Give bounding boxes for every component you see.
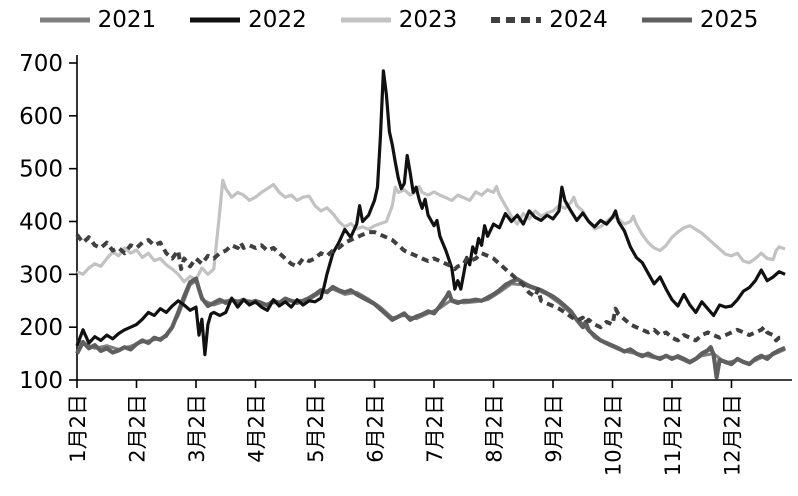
legend-label-2022: 2022	[248, 6, 307, 33]
y-tick-label: 400	[19, 210, 63, 236]
chart-legend: 2021 2022 2023 2024 2025	[0, 4, 798, 36]
y-tick-label: 700	[19, 51, 63, 77]
legend-item-2025: 2025	[641, 6, 759, 33]
x-tick-label: 5月2日	[304, 394, 328, 463]
legend-item-2021: 2021	[39, 6, 157, 33]
series-2024-line	[75, 230, 786, 343]
legend-item-2024: 2024	[491, 6, 608, 33]
series-2025-line	[75, 276, 786, 380]
legend-swatch-2021	[39, 17, 90, 23]
chart-plot-area: 100 200 300 400 500 600 700 1月2日 2月2日 3月2日 4月2日 5月2…	[19, 51, 792, 476]
y-tick-label: 300	[19, 262, 63, 288]
series-2022-line	[75, 69, 786, 357]
legend-swatch-2024	[491, 17, 542, 23]
y-tick-label: 500	[19, 157, 63, 183]
x-tick-label: 6月2日	[364, 394, 388, 463]
legend-label-2025: 2025	[699, 6, 759, 33]
x-tick-label: 8月2日	[483, 394, 507, 463]
x-tick-label: 12月2日	[721, 394, 745, 476]
y-tick-label: 200	[19, 315, 63, 341]
legend-label-2023: 2023	[398, 6, 458, 33]
x-tick-label: 11月2日	[661, 394, 685, 476]
x-tick-label: 2月2日	[126, 394, 150, 463]
y-tick-label: 100	[19, 368, 63, 394]
legend-label-2024: 2024	[549, 6, 608, 33]
series-2021-line	[76, 279, 786, 365]
x-tick-label: 10月2日	[602, 394, 626, 476]
legend-item-2023: 2023	[340, 6, 458, 33]
y-tick-label: 600	[19, 104, 63, 130]
series-2023-line	[76, 178, 786, 284]
x-tick-label: 9月2日	[542, 394, 566, 463]
legend-label-2021: 2021	[97, 6, 157, 33]
legend-swatch-2023	[340, 17, 391, 23]
x-tick-label: 4月2日	[245, 394, 269, 463]
x-tick-label: 7月2日	[423, 394, 447, 463]
x-tick-label: 1月2日	[66, 394, 90, 463]
legend-item-2022: 2022	[190, 6, 307, 33]
x-tick-label: 3月2日	[185, 394, 209, 463]
legend-swatch-2022	[190, 17, 241, 23]
legend-swatch-2025	[641, 17, 692, 23]
